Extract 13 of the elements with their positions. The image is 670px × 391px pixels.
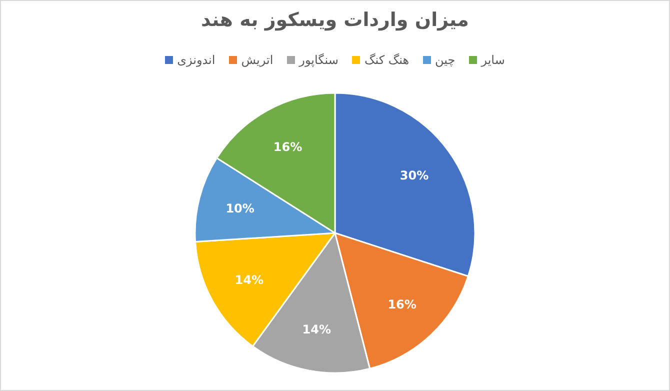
- data-label: 14%: [302, 322, 332, 336]
- legend-label: سنگاپور: [299, 53, 338, 67]
- legend-label: سایر: [481, 53, 505, 67]
- legend-label: اندونزی: [177, 53, 216, 67]
- data-label: 10%: [226, 202, 254, 216]
- data-label: 16%: [273, 140, 302, 154]
- legend-label: چین: [435, 53, 456, 67]
- data-label: 14%: [234, 273, 264, 288]
- legend-label: هنگ کنگ: [364, 53, 410, 67]
- legend-label: اتریش: [241, 53, 274, 67]
- data-label: 16%: [388, 297, 416, 312]
- data-label: 30%: [400, 168, 429, 182]
- chart-title: میزان واردات ویسکوز به هند: [200, 9, 470, 31]
